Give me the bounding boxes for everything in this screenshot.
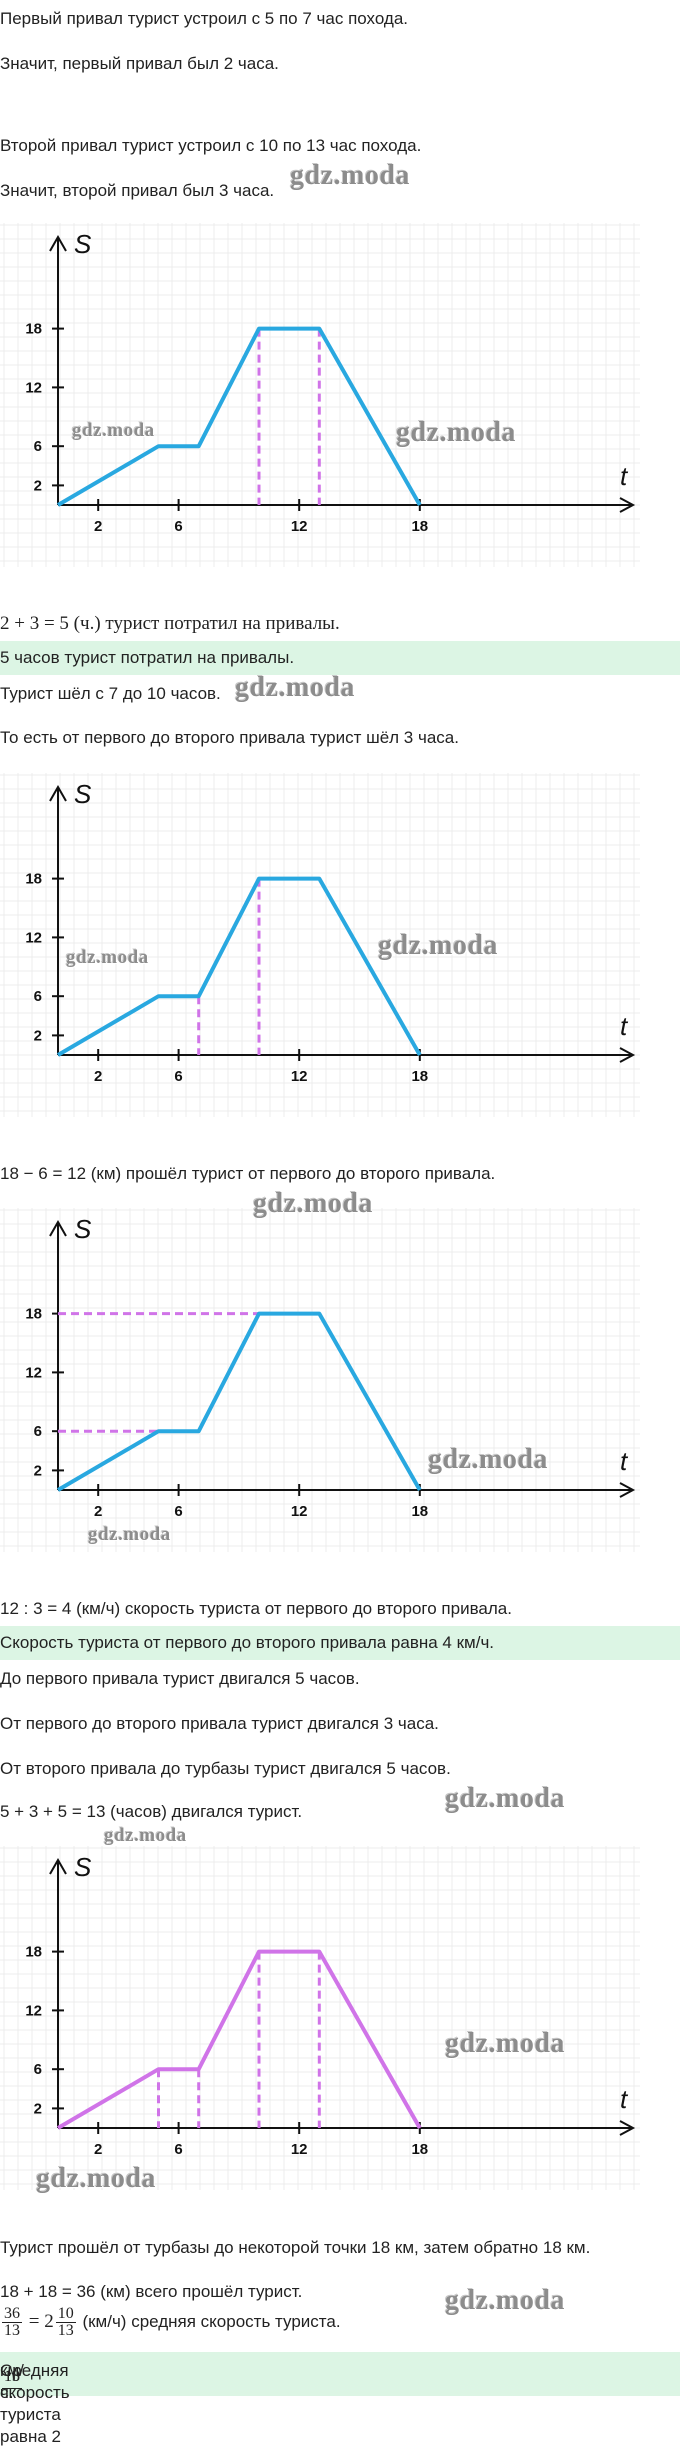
y-tick-label: 6 (34, 1423, 42, 1440)
x-axis-label: t (620, 1011, 629, 1041)
y-axis-arrow (49, 1857, 67, 1875)
y-tick-label: 12 (25, 929, 42, 946)
x-tick-label: 6 (174, 518, 182, 535)
watermark: gdz.moda (445, 2285, 565, 2316)
text-line: От второго привала до турбазы турист дви… (0, 1759, 451, 1778)
watermark: gdz.moda (378, 930, 498, 961)
watermark: gdz.moda (88, 1524, 171, 1545)
watermark: gdz.moda (235, 672, 355, 703)
series-line (56, 1311, 422, 1492)
watermark: gdz.moda (428, 1444, 548, 1475)
text-line: Турист шёл с 7 до 10 часов. (0, 684, 221, 703)
distance-time-graph: St 2 6 12 18 2 6 12 18 (0, 1208, 640, 1552)
x-axis-arrow (619, 497, 636, 513)
x-tick-label: 12 (291, 1068, 308, 1085)
y-axis-arrow (49, 234, 67, 252)
x-axis-label: t (620, 2084, 629, 2114)
y-axis-label: S (74, 779, 92, 809)
x-axis-arrow (619, 2120, 636, 2136)
x-tick-label: 2 (94, 1068, 102, 1085)
y-tick-label: 18 (25, 1944, 42, 1961)
watermark: gdz.moda (66, 947, 149, 968)
y-tick-label: 2 (34, 477, 42, 494)
watermark: gdz.moda (396, 417, 516, 448)
fraction: 10 13 (55, 2305, 76, 2340)
distance-time-graph: St 2 6 12 18 2 6 12 18 (0, 773, 640, 1117)
x-tick-label: 12 (291, 2141, 308, 2158)
watermark: gdz.moda (72, 420, 155, 441)
text-line: Значит, первый привал был 2 часа. (0, 54, 279, 73)
text-line: Значит, второй привал был 3 часа. (0, 181, 275, 200)
text-line: От первого до второго привала турист дви… (0, 1714, 439, 1733)
y-axis-label: S (74, 1852, 92, 1882)
x-tick-label: 2 (94, 518, 102, 535)
y-axis-arrow (49, 1219, 67, 1237)
distance-time-graph: St 2 6 12 18 2 6 12 18 (0, 223, 640, 567)
x-tick-label: 6 (174, 1503, 182, 1520)
y-tick-label: 12 (25, 1364, 42, 1381)
watermark: gdz.moda (445, 2028, 565, 2059)
y-axis-arrow (49, 784, 67, 802)
x-tick-label: 6 (174, 1068, 182, 1085)
x-tick-label: 12 (291, 1503, 308, 1520)
x-tick-label: 6 (174, 2141, 182, 2158)
series-line (56, 1949, 422, 2130)
series-line (56, 326, 422, 507)
answer-text: Скорость туриста от первого до второго п… (0, 1633, 495, 1652)
x-tick-label: 18 (411, 1068, 428, 1085)
watermark: gdz.moda (104, 1825, 187, 1846)
x-tick-label: 18 (411, 1503, 428, 1520)
x-tick-label: 2 (94, 2141, 102, 2158)
text-line: До первого привала турист двигался 5 час… (0, 1669, 360, 1688)
y-tick-label: 18 (25, 321, 42, 338)
distance-time-graph: St 2 6 12 18 2 6 12 18 (0, 1846, 640, 2190)
watermark: gdz.moda (290, 160, 410, 191)
text-line: 2 + 3 = 5 (ч.) турист потратил на привал… (0, 613, 340, 634)
y-tick-label: 2 (34, 1462, 42, 1479)
watermark: gdz.moda (36, 2163, 156, 2194)
x-axis-arrow (619, 1047, 636, 1063)
x-axis-label: t (620, 461, 629, 491)
text-line: То есть от первого до второго привала ту… (0, 728, 459, 747)
y-axis-label: S (74, 1214, 92, 1244)
x-axis-label: t (620, 1446, 629, 1476)
text-line: Первый привал турист устроил с 5 по 7 ча… (0, 9, 409, 28)
text-line: 18 − 6 = 12 (км) прошёл турист от первог… (0, 1164, 496, 1183)
y-tick-label: 2 (34, 1027, 42, 1044)
y-tick-label: 6 (34, 988, 42, 1005)
y-tick-label: 18 (25, 871, 42, 888)
y-tick-label: 12 (25, 2002, 42, 2019)
watermark: gdz.moda (445, 1783, 565, 1814)
text-line: 12 : 3 = 4 (км/ч) скорость туриста от пе… (0, 1599, 512, 1618)
x-tick-label: 12 (291, 518, 308, 535)
x-axis-arrow (619, 1482, 636, 1498)
fraction: 36 13 (2, 2305, 22, 2340)
watermark: gdz.moda (253, 1188, 373, 1219)
x-tick-label: 2 (94, 1503, 102, 1520)
answer-text: 5 часов турист потратил на привалы. (0, 648, 295, 667)
text-line: 5 + 3 + 5 = 13 (часов) двигался турист. (0, 1802, 303, 1821)
y-tick-label: 18 (25, 1306, 42, 1323)
answer-box: Средняя скорость туриста равна 2 10 13 км/… (0, 2352, 680, 2446)
answer-box: 5 часов турист потратил на привалы. (0, 641, 680, 675)
text-line: Турист прошёл от турбазы до некоторой то… (0, 2238, 591, 2257)
x-tick-label: 18 (411, 2141, 428, 2158)
y-tick-label: 6 (34, 438, 42, 455)
y-tick-label: 6 (34, 2061, 42, 2078)
series-line (56, 876, 422, 1057)
y-tick-label: 12 (25, 379, 42, 396)
text-line: 18 + 18 = 36 (км) всего прошёл турист. (0, 2282, 303, 2301)
text-line: Второй привал турист устроил с 10 по 13 … (0, 136, 422, 155)
y-tick-label: 2 (34, 2100, 42, 2117)
average-speed-formula: 36 13 = 2 10 13 (км/ч) средняя скорость тур… (2, 2305, 341, 2340)
answer-box: Скорость туриста от первого до второго п… (0, 1626, 680, 1660)
x-tick-label: 18 (411, 518, 428, 535)
y-axis-label: S (74, 229, 92, 259)
